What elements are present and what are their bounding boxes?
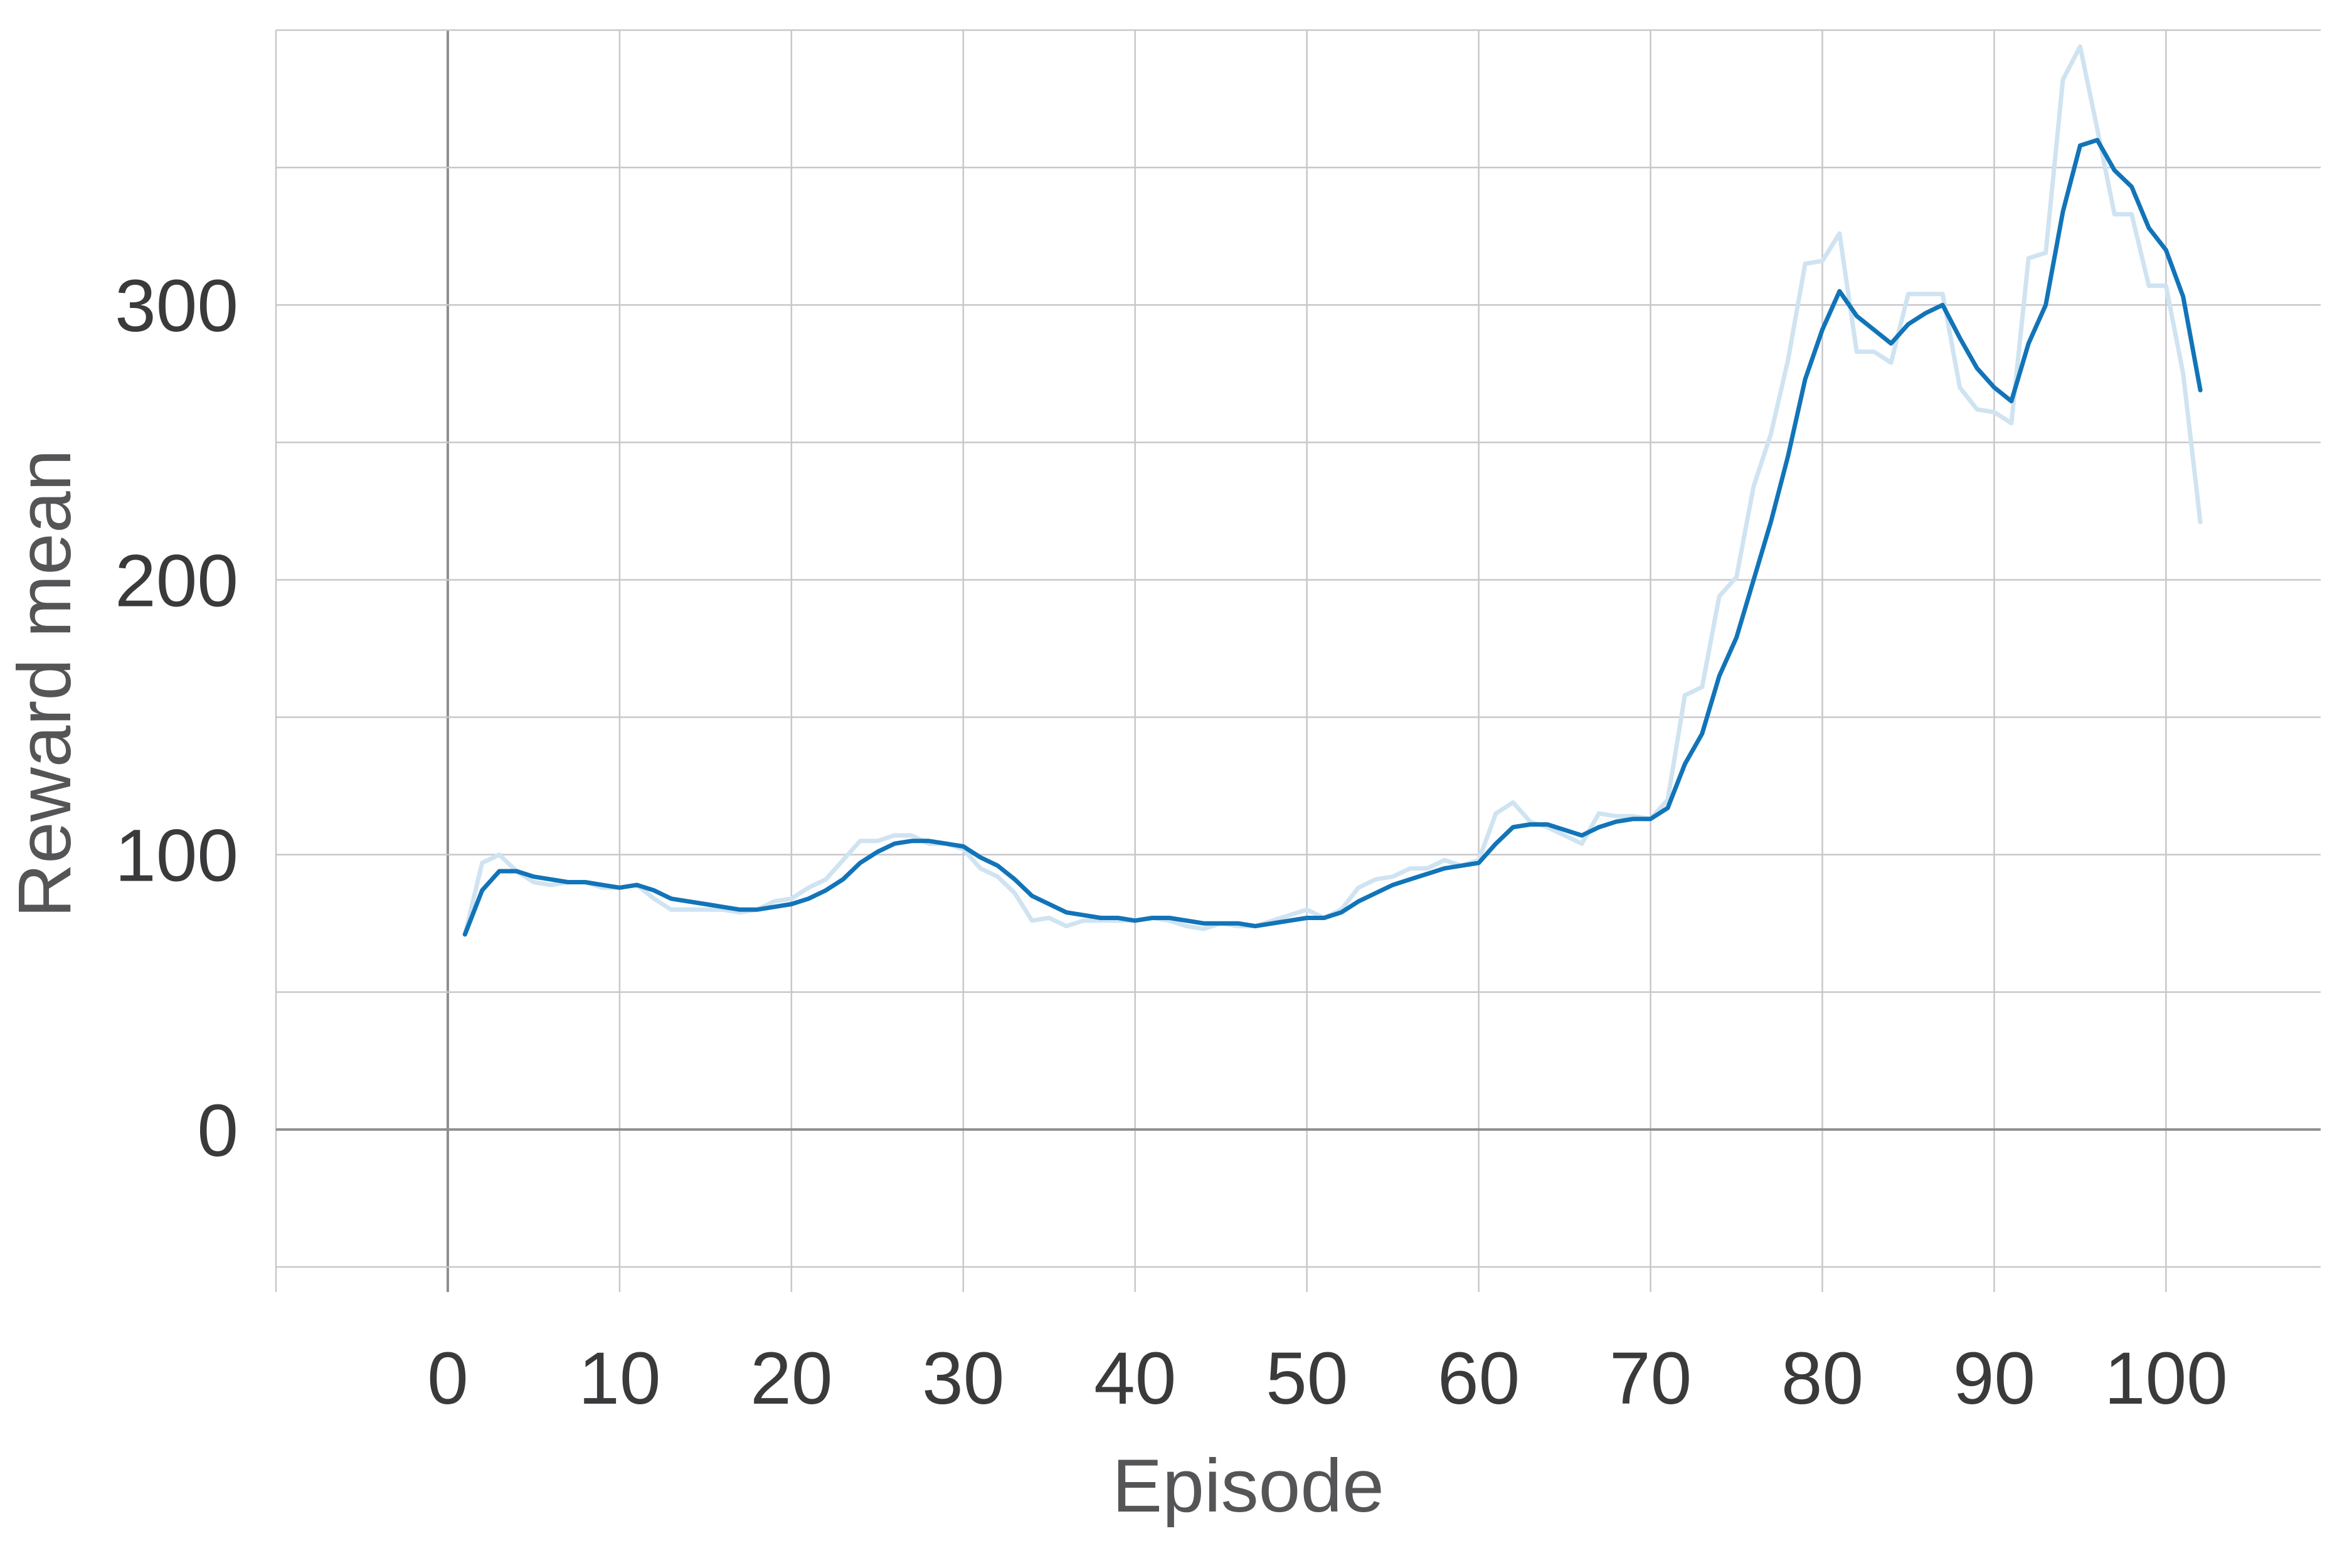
series-layer [462, 44, 2203, 937]
x-axis-title: Episode [1112, 1444, 1384, 1528]
series-line-smoothed [462, 137, 2203, 937]
y-tick-label: 200 [115, 539, 238, 622]
y-tick-label: 300 [115, 265, 238, 347]
x-tick-label: 80 [1781, 1337, 1863, 1420]
x-tick-label: 10 [578, 1337, 660, 1420]
x-tick-label: 100 [2104, 1337, 2228, 1420]
x-tick-label: 30 [922, 1337, 1004, 1420]
x-axis-ticks: 0 10 20 30 40 50 60 70 80 90 100 [427, 1337, 2228, 1420]
y-tick-label: 100 [115, 815, 238, 898]
x-tick-label: 50 [1266, 1337, 1348, 1420]
x-tick-label: 90 [1953, 1337, 2035, 1420]
x-tick-label: 0 [427, 1337, 469, 1420]
x-tick-label: 20 [750, 1337, 832, 1420]
y-axis-title: Reward mean [3, 449, 87, 918]
y-tick-label: 0 [197, 1089, 238, 1172]
x-tick-label: 40 [1094, 1337, 1176, 1420]
grid-lines [275, 29, 2321, 1292]
series-line-raw [462, 44, 2203, 937]
y-axis-ticks: 0 100 200 300 [115, 265, 238, 1172]
x-tick-label: 60 [1438, 1337, 1520, 1420]
x-tick-label: 70 [1609, 1337, 1692, 1420]
